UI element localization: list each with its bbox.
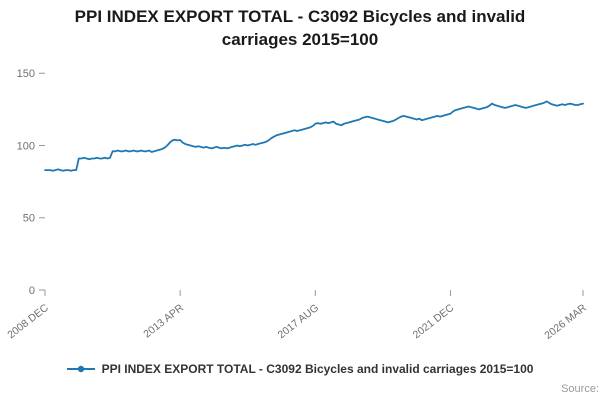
y-tick-label: 150 [17,68,35,80]
source-label: Source: [561,383,599,395]
page-title: PPI INDEX EXPORT TOTAL - C3092 Bicycles … [74,7,526,49]
legend-item[interactable]: PPI INDEX EXPORT TOTAL - C3092 Bicycles … [66,362,534,376]
legend-label: PPI INDEX EXPORT TOTAL - C3092 Bicycles … [101,362,534,376]
x-tick-label: 2026 MAR [542,302,589,342]
x-tick-label: 2021 DEC [411,302,457,342]
y-tick-label: 0 [29,285,35,297]
legend: PPI INDEX EXPORT TOTAL - C3092 Bicycles … [0,362,600,376]
x-tick-label: 2017 AUG [276,302,322,341]
y-tick-label: 50 [23,213,35,225]
y-tick-label: 100 [17,140,35,152]
line-chart: 0 50 100 150 2008 DEC 2013 APR 2017 AUG 2021 DE… [5,68,589,342]
x-tick-label: 2013 APR [141,302,186,341]
legend-line-marker-icon [66,365,95,373]
x-tick-label: 2008 DEC [5,302,51,342]
series-line [44,100,584,172]
